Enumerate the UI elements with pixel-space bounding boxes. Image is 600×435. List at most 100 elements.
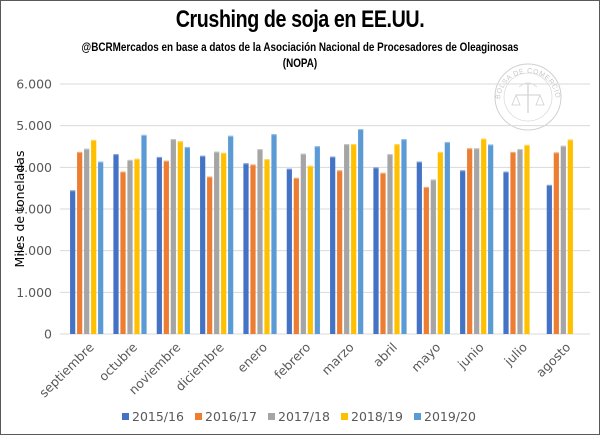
bar-diciembre-2018-19 [221,152,227,334]
bar-diciembre-2017-18 [214,151,220,334]
bar-highlight [264,159,270,161]
bar-highlight [553,152,559,154]
gridlines [60,83,590,335]
bar-highlight [141,134,147,137]
bar-marzo-2019-20 [358,129,364,334]
legend-item-2017-18: 2017/18 [268,409,330,424]
bar-noviembre-2016-17 [163,160,169,334]
bar-mayo-2016-17 [423,186,429,334]
bar-highlight [228,135,234,137]
bar-highlight [546,184,552,187]
bars [70,129,573,334]
bar-highlight [286,168,292,170]
bar-highlight [307,165,313,167]
legend-item-2015-16: 2015/16 [122,409,184,424]
bar-julio-2016-17 [510,151,516,334]
legend-label: 2016/17 [205,409,257,424]
bar-noviembre-2015-16 [156,156,162,334]
bar-julio-2018-19 [524,144,530,334]
bar-marzo-2018-19 [351,144,357,334]
bar-highlight [200,155,206,157]
chart-subtitle: @BCRMercados en base a datos de la Asoci… [81,42,519,70]
scale-pan-left-icon [511,93,521,106]
legend-label: 2017/18 [278,409,330,424]
bar-highlight [84,148,90,150]
bar-highlight [481,138,487,140]
seal-text: BOLSA DE COMERCIO DE ROSARIO [0,0,561,101]
bar-noviembre-2019-20 [184,146,190,334]
legend-item-2019-20: 2019/20 [414,409,476,424]
bar-mayo-2017-18 [430,179,436,334]
y-tick-label: 6.000 [16,77,52,92]
x-tick-label: junio [454,340,487,373]
bar-mayo-2019-20 [444,141,450,334]
bar-febrero-2017-18 [300,153,306,334]
bar-group-marzo [330,129,364,334]
bar-mayo-2018-19 [437,151,443,334]
bar-octubre-2015-16 [113,154,119,334]
bar-septiembre-2017-18 [84,148,90,334]
bar-highlight [70,190,76,192]
x-tick-label: febrero [271,340,313,382]
y-tick-label: 0 [44,327,52,342]
bar-agosto-2017-18 [560,145,566,334]
x-tick-label: enero [234,340,270,376]
legend-swatch [268,413,275,420]
bar-abril-2015-16 [373,167,379,334]
y-tick-label: 5.000 [16,118,52,133]
y-axis-ticks: 0 1.000 2.000 3.000 4.000 5.000 6.000 [16,77,52,342]
bar-group-mayo [416,141,450,334]
bar-highlight [120,171,126,173]
bar-enero-2017-18 [257,149,263,334]
bar-highlight [257,149,263,151]
y-tick-label: 4.000 [16,160,52,175]
bar-highlight [300,153,306,155]
watermark-seal: BOLSA DE COMERCIO DE ROSARIO [0,0,562,131]
bar-highlight [330,156,336,158]
bar-group-julio [503,144,530,334]
bar-group-noviembre [156,139,190,334]
seal-outer-ring [494,63,562,131]
x-tick-label: agosto [533,340,574,381]
bar-octubre-2018-19 [134,158,140,334]
bar-enero-2016-17 [250,164,256,334]
bar-highlight [430,179,436,181]
legend-swatch [195,413,202,420]
bar-highlight [474,148,480,150]
bar-group-enero [243,134,277,334]
x-tick-label: abril [370,340,400,370]
bar-highlight [517,149,523,151]
chart-title: Crushing de soja en EE.UU. [175,6,425,33]
bar-marzo-2016-17 [337,170,343,334]
bar-highlight [170,139,176,141]
bar-group-diciembre [200,135,234,334]
bar-febrero-2016-17 [293,177,299,334]
bar-agosto-2018-19 [567,139,573,334]
bar-highlight [127,159,133,162]
bar-febrero-2015-16 [286,168,292,334]
bar-octubre-2016-17 [120,171,126,334]
legend-label: 2019/20 [424,409,476,424]
bar-highlight [380,172,386,174]
bar-group-abril [373,139,407,334]
bar-highlight [207,176,213,178]
y-axis-title: Miles de toneladas [12,151,27,268]
legend-swatch [414,413,421,420]
bar-highlight [394,144,400,146]
bar-diciembre-2015-16 [200,155,206,334]
bar-abril-2016-17 [380,172,386,334]
bar-group-junio [460,138,494,334]
legend-label: 2018/19 [351,409,403,424]
bar-abril-2018-19 [394,144,400,334]
bar-septiembre-2019-20 [98,161,104,334]
bar-junio-2016-17 [467,148,473,334]
bar-septiembre-2018-19 [91,139,97,334]
bar-highlight [156,156,162,159]
bar-highlight [163,160,169,162]
bar-highlight [401,139,407,141]
bar-highlight [423,186,429,189]
bar-highlight [337,170,343,172]
bar-highlight [134,158,140,160]
x-tick-label: mayo [408,340,443,375]
bar-octubre-2017-18 [127,159,133,334]
